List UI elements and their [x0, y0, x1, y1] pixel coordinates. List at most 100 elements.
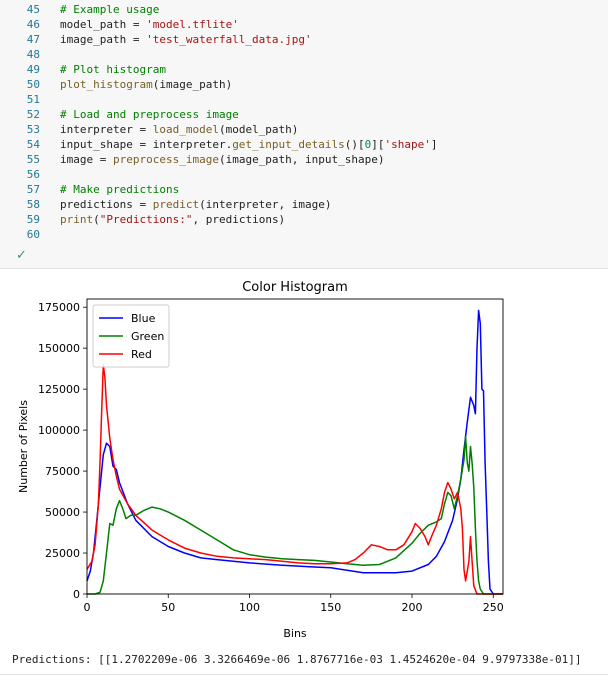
code-token: get_input_details: [232, 138, 345, 151]
y-tick-label: 50000: [45, 506, 80, 519]
code-token: (image_path, input_shape): [218, 153, 385, 166]
line-number: 55: [26, 153, 40, 166]
line-number: 47: [26, 33, 40, 46]
code-token: "Predictions:": [99, 213, 193, 226]
line-number: 48: [26, 48, 40, 61]
code-token: 0: [364, 138, 372, 151]
y-tick-label: 75000: [45, 465, 80, 478]
code-text: model_path = 'model.tflite': [60, 17, 239, 32]
code-line[interactable]: 45 # Example usage: [0, 2, 608, 17]
code-token: # Plot histogram: [60, 63, 166, 76]
predictions-output: Predictions: [[1.2702209e-06 3.3266469e-…: [12, 653, 582, 666]
chart-title: Color Histogram: [242, 280, 348, 295]
code-line[interactable]: 54 input_shape = interpreter.get_input_de…: [0, 137, 608, 152]
code-token: predict: [152, 198, 200, 211]
code-line[interactable]: 59 print("Predictions:", predictions): [0, 212, 608, 227]
code-line[interactable]: 49 # Plot histogram: [0, 62, 608, 77]
code-token: image_path =: [60, 33, 147, 46]
code-text: input_shape = interpreter.get_input_deta…: [60, 137, 438, 152]
code-text: # Load and preprocess image: [60, 107, 239, 122]
code-text: # Plot histogram: [60, 62, 166, 77]
code-token: print: [60, 213, 94, 226]
code-text: predictions = predict(interpreter, image…: [60, 197, 332, 212]
code-line[interactable]: 46 model_path = 'model.tflite': [0, 17, 608, 32]
code-text: interpreter = load_model(model_path): [60, 122, 298, 137]
code-token: 'model.tflite': [146, 18, 239, 31]
line-number: 57: [26, 183, 40, 196]
code-token: model_path =: [60, 18, 147, 31]
y-tick-label: 125000: [38, 383, 80, 396]
code-token: (image_path): [152, 78, 233, 91]
code-line[interactable]: 51: [0, 92, 608, 107]
y-tick-label: 150000: [38, 342, 80, 355]
x-tick-label: 200: [402, 601, 423, 614]
code-line[interactable]: 58 predictions = predict(interpreter, ima…: [0, 197, 608, 212]
y-tick-label: 100000: [38, 424, 80, 437]
code-token: (: [93, 213, 100, 226]
x-axis-label: Bins: [283, 627, 307, 640]
line-number: 52: [26, 108, 40, 121]
y-tick-label: 25000: [45, 547, 80, 560]
code-cell[interactable]: 45 # Example usage 46 model_path = 'model.t…: [0, 0, 608, 269]
code-text: image = preprocess_image(image_path, inp…: [60, 152, 385, 167]
line-number: 54: [26, 138, 40, 151]
code-token: preprocess_image: [112, 153, 219, 166]
code-text: # Make predictions: [60, 182, 179, 197]
code-text: plot_histogram(image_path): [60, 77, 232, 92]
legend-label-red: Red: [131, 348, 152, 361]
line-number: 58: [26, 198, 40, 211]
code-token: ][: [371, 138, 385, 151]
code-line[interactable]: 55 image = preprocess_image(image_path, i…: [0, 152, 608, 167]
x-tick-label: 250: [483, 601, 504, 614]
code-token: # Example usage: [60, 3, 160, 16]
code-line[interactable]: 47 image_path = 'test_waterfall_data.jpg': [0, 32, 608, 47]
code-token: # Make predictions: [60, 183, 180, 196]
x-tick-label: 0: [84, 601, 91, 614]
code-line[interactable]: 53 interpreter = load_model(model_path): [0, 122, 608, 137]
code-text: # Example usage: [60, 2, 159, 17]
color-histogram-chart: Color Histogram 0 50 100 150 200 250 0 25000 5000…: [17, 280, 504, 640]
x-tick-label: 100: [239, 601, 260, 614]
code-token: 'test_waterfall_data.jpg': [146, 33, 312, 46]
line-number: 60: [26, 228, 40, 241]
line-number: 59: [26, 213, 40, 226]
line-number: 45: [26, 3, 40, 16]
cell-output: Color Histogram 0 50 100 150 200 250 0 25000 5000…: [0, 269, 608, 687]
code-line[interactable]: 57 # Make predictions: [0, 182, 608, 197]
plot-frame: [86, 298, 504, 595]
code-line[interactable]: 60: [0, 227, 608, 242]
code-token: ()[: [344, 138, 365, 151]
line-number: 46: [26, 18, 40, 31]
code-token: plot_histogram: [60, 78, 153, 91]
legend-box: [92, 304, 170, 368]
code-token: interpreter =: [60, 123, 153, 136]
code-token: (model_path): [218, 123, 299, 136]
legend-label-green: Green: [131, 330, 164, 343]
code-token: predictions =: [60, 198, 153, 211]
checkmark-icon: ✓: [16, 248, 27, 263]
series-line-green: [87, 435, 503, 595]
line-number: 51: [26, 93, 40, 106]
code-text: print("Predictions:", predictions): [60, 212, 285, 227]
series-line-red: [86, 363, 503, 595]
code-token: 'shape': [384, 138, 431, 151]
series-line-blue: [86, 309, 503, 595]
code-line[interactable]: 52 # Load and preprocess image: [0, 107, 608, 122]
code-token: image =: [60, 153, 113, 166]
output-divider: [0, 674, 608, 675]
code-line[interactable]: 56: [0, 167, 608, 182]
line-number: 50: [26, 78, 40, 91]
x-tick-label: 50: [161, 601, 175, 614]
code-token: (interpreter, image): [199, 198, 332, 211]
code-text: image_path = 'test_waterfall_data.jpg': [60, 32, 312, 47]
code-line[interactable]: 50 plot_histogram(image_path): [0, 77, 608, 92]
line-number: 53: [26, 123, 40, 136]
legend-label-blue: Blue: [131, 312, 156, 325]
code-line[interactable]: 48: [0, 47, 608, 62]
code-token: ]: [430, 138, 438, 151]
y-tick-label: 0: [73, 588, 80, 601]
code-token: , predictions): [192, 213, 286, 226]
y-axis-label: Number of Pixels: [17, 400, 30, 493]
line-number: 49: [26, 63, 40, 76]
code-token: input_shape = interpreter.: [60, 138, 233, 151]
